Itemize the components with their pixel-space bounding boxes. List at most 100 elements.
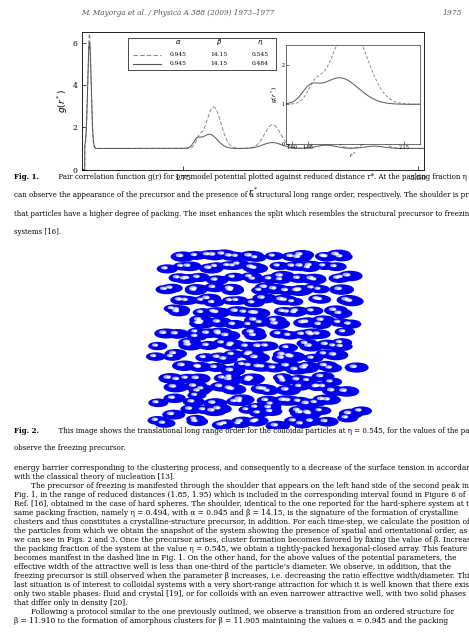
Circle shape bbox=[200, 355, 205, 358]
Circle shape bbox=[249, 310, 254, 313]
Circle shape bbox=[215, 355, 237, 364]
Circle shape bbox=[155, 402, 158, 403]
Circle shape bbox=[240, 351, 259, 358]
Circle shape bbox=[180, 276, 186, 279]
Circle shape bbox=[249, 378, 252, 379]
Circle shape bbox=[227, 342, 233, 344]
Text: 0.545: 0.545 bbox=[251, 52, 269, 57]
Circle shape bbox=[338, 414, 357, 422]
Circle shape bbox=[238, 398, 241, 399]
Circle shape bbox=[176, 275, 197, 284]
Circle shape bbox=[319, 396, 340, 404]
Circle shape bbox=[316, 385, 318, 386]
Circle shape bbox=[335, 253, 338, 255]
Circle shape bbox=[287, 334, 289, 335]
Circle shape bbox=[203, 331, 209, 333]
Text: 14.15: 14.15 bbox=[211, 61, 227, 66]
Circle shape bbox=[325, 306, 348, 315]
Circle shape bbox=[184, 342, 190, 345]
Circle shape bbox=[281, 378, 283, 379]
Circle shape bbox=[204, 299, 224, 307]
Text: becomes manifest in the dashed line in Fig. 1. On the other hand, for the above : becomes manifest in the dashed line in F… bbox=[14, 554, 456, 563]
Circle shape bbox=[188, 399, 194, 402]
Circle shape bbox=[193, 318, 213, 326]
Circle shape bbox=[271, 321, 278, 324]
Circle shape bbox=[336, 277, 339, 278]
Circle shape bbox=[284, 398, 290, 401]
Circle shape bbox=[194, 275, 199, 277]
Circle shape bbox=[317, 298, 321, 300]
Circle shape bbox=[194, 331, 197, 332]
Circle shape bbox=[180, 262, 201, 271]
Text: the particles from which we obtain the snapshot of the system showing the presen: the particles from which we obtain the s… bbox=[14, 527, 467, 535]
Circle shape bbox=[213, 355, 219, 357]
Circle shape bbox=[168, 376, 189, 383]
Circle shape bbox=[246, 376, 253, 379]
Circle shape bbox=[148, 417, 167, 424]
Circle shape bbox=[319, 298, 321, 300]
Text: that differ only in density [20].: that differ only in density [20]. bbox=[14, 600, 128, 607]
Circle shape bbox=[155, 345, 157, 346]
Circle shape bbox=[221, 253, 223, 254]
Circle shape bbox=[302, 275, 325, 284]
Circle shape bbox=[288, 253, 311, 262]
Circle shape bbox=[293, 378, 299, 380]
Circle shape bbox=[261, 365, 263, 367]
Circle shape bbox=[264, 389, 269, 391]
Circle shape bbox=[313, 278, 315, 280]
Circle shape bbox=[250, 317, 256, 320]
Circle shape bbox=[222, 373, 240, 380]
Circle shape bbox=[181, 405, 203, 413]
Circle shape bbox=[189, 387, 210, 395]
Circle shape bbox=[339, 255, 341, 257]
Circle shape bbox=[340, 320, 361, 328]
Circle shape bbox=[277, 278, 281, 280]
Circle shape bbox=[223, 422, 226, 424]
Circle shape bbox=[350, 365, 356, 367]
Circle shape bbox=[194, 364, 200, 367]
Circle shape bbox=[332, 253, 352, 260]
Circle shape bbox=[256, 387, 262, 389]
Circle shape bbox=[211, 330, 230, 338]
Circle shape bbox=[266, 422, 289, 431]
Circle shape bbox=[311, 285, 329, 292]
Circle shape bbox=[324, 397, 329, 400]
Circle shape bbox=[170, 413, 173, 414]
Circle shape bbox=[254, 312, 257, 313]
Circle shape bbox=[277, 385, 300, 395]
Circle shape bbox=[276, 265, 279, 266]
Circle shape bbox=[197, 387, 203, 388]
Circle shape bbox=[212, 286, 214, 287]
Circle shape bbox=[189, 273, 209, 282]
Circle shape bbox=[318, 323, 320, 324]
Circle shape bbox=[308, 345, 310, 346]
Circle shape bbox=[226, 375, 231, 377]
Circle shape bbox=[307, 399, 325, 406]
Circle shape bbox=[336, 255, 342, 257]
Circle shape bbox=[288, 286, 311, 295]
Circle shape bbox=[196, 354, 215, 361]
Circle shape bbox=[242, 273, 262, 281]
Circle shape bbox=[224, 351, 243, 358]
Circle shape bbox=[298, 362, 318, 370]
Circle shape bbox=[277, 356, 283, 358]
Circle shape bbox=[270, 330, 290, 338]
Circle shape bbox=[197, 366, 200, 367]
Circle shape bbox=[335, 311, 341, 314]
Circle shape bbox=[309, 383, 329, 390]
Circle shape bbox=[288, 355, 290, 356]
Circle shape bbox=[254, 356, 257, 357]
Circle shape bbox=[301, 321, 304, 323]
Circle shape bbox=[172, 386, 175, 387]
Circle shape bbox=[285, 417, 306, 425]
Circle shape bbox=[192, 330, 197, 332]
Circle shape bbox=[232, 254, 237, 256]
Circle shape bbox=[254, 344, 260, 346]
Circle shape bbox=[312, 372, 334, 381]
Circle shape bbox=[186, 286, 206, 294]
Circle shape bbox=[346, 275, 349, 276]
Circle shape bbox=[204, 251, 227, 260]
Circle shape bbox=[249, 277, 255, 279]
Circle shape bbox=[309, 420, 312, 421]
Circle shape bbox=[152, 419, 158, 420]
